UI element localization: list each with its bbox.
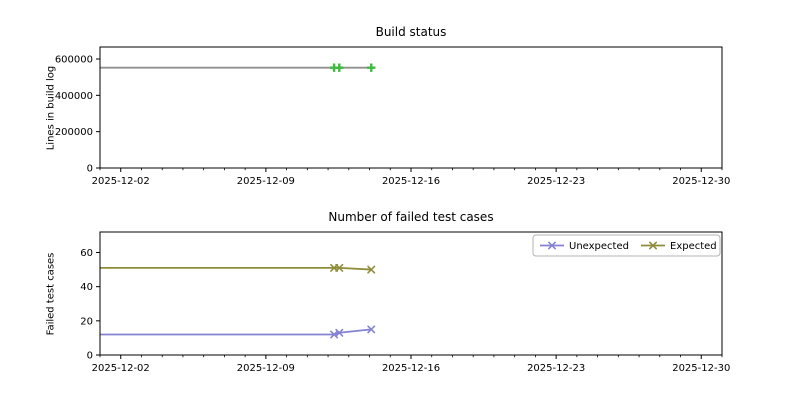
x-tick-label: 2025-12-09 [237, 363, 295, 374]
y-tick-label: 0 [87, 351, 93, 362]
y-tick-label: 600000 [55, 54, 93, 65]
plot-border [99, 46, 723, 169]
y-tick-label: 200000 [55, 127, 93, 138]
x-tick-label: 2025-12-09 [237, 176, 295, 187]
x-tick-label: 2025-12-23 [527, 363, 585, 374]
plot-border [99, 231, 723, 356]
legend-sample-marker [649, 241, 657, 250]
expected-data-point-marker [367, 265, 376, 274]
expected-data-point-marker [335, 263, 344, 272]
x-tick-label: 2025-12-02 [92, 363, 150, 374]
lines-in-build-log-data-point-marker [367, 63, 376, 72]
x-tick-label: 2025-12-30 [672, 176, 730, 187]
build-status-chart-title: Build status [375, 25, 447, 39]
lines-in-build-log-data-point-marker [335, 63, 344, 72]
x-tick-label: 2025-12-30 [672, 363, 730, 374]
x-tick-label: 2025-12-02 [92, 176, 150, 187]
unexpected-series-line [100, 328, 372, 336]
failed-tests-chart-title: Number of failed test cases [328, 210, 494, 224]
failed-tests-y-axis-label: Failed test cases [45, 252, 57, 336]
y-tick-label: 400000 [55, 91, 93, 102]
x-tick-label: 2025-12-16 [382, 176, 440, 187]
y-tick-label: 0 [87, 164, 93, 175]
y-tick-label: 20 [80, 316, 93, 327]
legend-box [532, 234, 721, 257]
x-tick-label: 2025-12-23 [527, 176, 585, 187]
legend-sample-marker [548, 241, 556, 250]
unexpected-data-point-marker [335, 328, 344, 337]
build-status-y-axis-label: Lines in build log [45, 65, 57, 151]
unexpected-data-point-marker [367, 325, 376, 334]
x-tick-label: 2025-12-16 [382, 363, 440, 374]
y-tick-label: 60 [80, 248, 93, 259]
legend-label-unexpected: Unexpected [569, 241, 629, 252]
y-tick-label: 40 [80, 282, 93, 293]
expected-series-line [100, 266, 372, 271]
legend-label-expected: Expected [670, 241, 717, 252]
